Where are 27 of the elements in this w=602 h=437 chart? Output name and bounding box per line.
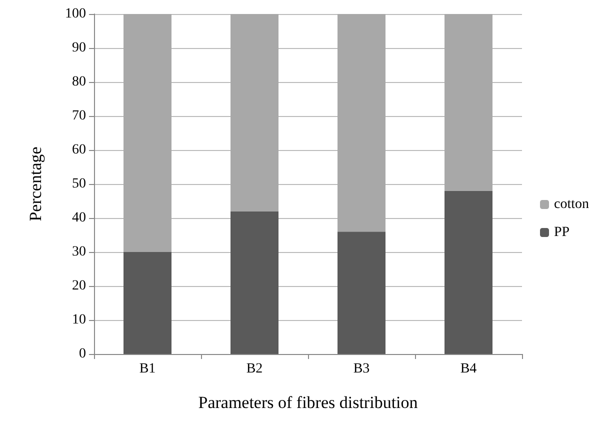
y-tick-label: 50 [72, 176, 86, 192]
bar [338, 232, 386, 354]
y-tick-label: 100 [65, 6, 86, 22]
y-tick-label: 60 [72, 142, 86, 158]
x-tick-label: B3 [353, 362, 370, 376]
x-tick-label: B2 [246, 362, 263, 376]
bar [230, 14, 278, 212]
bar [444, 14, 492, 191]
y-tick-label: 10 [72, 312, 86, 328]
y-tick-label: 80 [72, 74, 86, 90]
bar [230, 211, 278, 354]
y-tick-label: 90 [72, 40, 86, 56]
bar [444, 190, 492, 354]
bar [124, 14, 172, 252]
y-axis-title: Percentage [26, 146, 45, 222]
y-tick-label: 30 [72, 244, 86, 260]
x-tick-label: B1 [139, 362, 156, 376]
y-tick-label: 40 [72, 210, 86, 226]
bar [338, 14, 386, 232]
y-tick-label: 70 [72, 108, 86, 124]
y-tick-label: 20 [72, 278, 86, 294]
legend-label: PP [554, 225, 570, 240]
x-tick-label: B4 [460, 362, 477, 376]
x-axis-title: Parameters of fibres distribution [198, 393, 418, 412]
bar [124, 252, 172, 354]
legend-label: cotton [554, 197, 590, 212]
y-tick-label: 0 [79, 346, 86, 362]
